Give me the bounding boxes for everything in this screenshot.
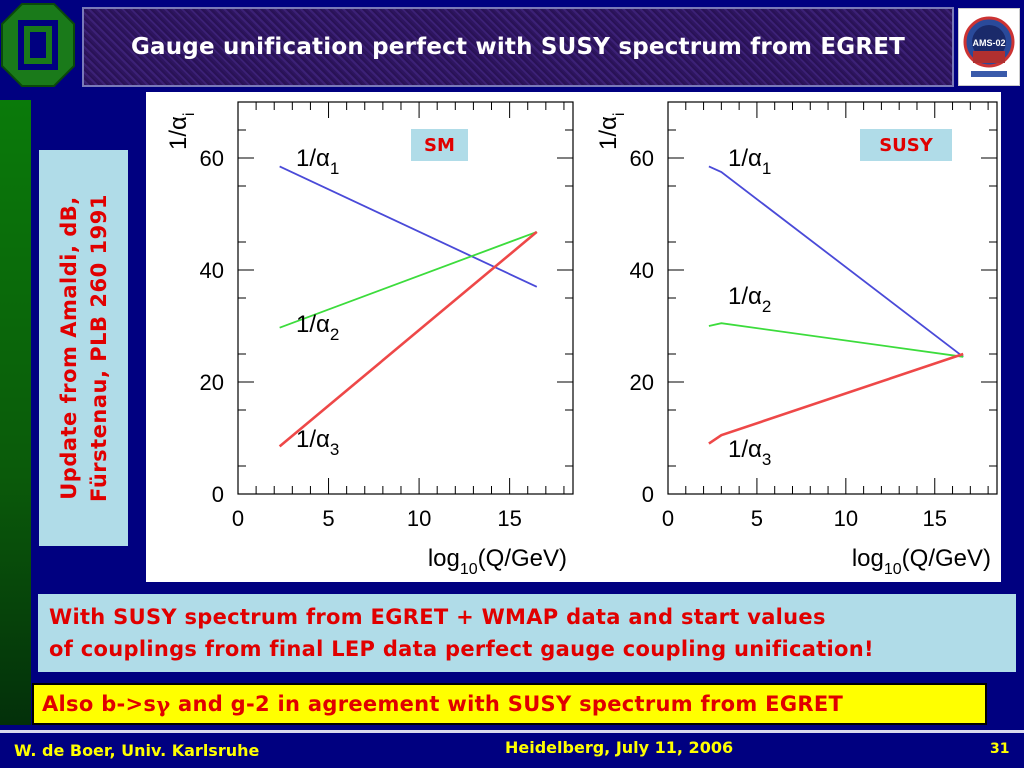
chart2-xtick-label: 10 (834, 506, 858, 531)
chart2-xaxis-title: log10(Q/GeV) (852, 545, 991, 578)
footer-author: W. de Boer, Univ. Karlsruhe (14, 741, 260, 760)
reference-box: Update from Amaldi, dB, Fürstenau, PLB 2… (39, 150, 128, 546)
footer-rule (0, 730, 1024, 733)
chart1-series-line-alpha3 (278, 230, 538, 448)
note-box: Also b->s γ and g-2 in agreement with SUS… (32, 683, 987, 725)
reference-text: Update from Amaldi, dB, Fürstenau, PLB 2… (54, 194, 114, 502)
chart1-xtick-label: 15 (497, 506, 521, 531)
chart2-xtick-label: 5 (751, 506, 763, 531)
chart2-series-line-alpha2 (708, 322, 964, 358)
chart1-ytick-label: 60 (200, 146, 224, 171)
reference-line-1: Update from Amaldi, dB, (56, 196, 81, 500)
note-prefix: Also b->s (42, 692, 157, 716)
chart1-series-label-alpha3: 1/α3 (296, 426, 339, 459)
chart1-xtick-label: 5 (322, 506, 334, 531)
chart1-xaxis-title: log10(Q/GeV) (428, 545, 567, 578)
chart2-series-label-alpha1: 1/α1 (728, 145, 771, 178)
susy-tag: SUSY (860, 129, 952, 161)
chart2-yaxis-title: 1/αi (595, 113, 628, 150)
info-line-2: of couplings from final LEP data perfect… (49, 637, 874, 661)
chart1-xtick-label: 10 (407, 506, 431, 531)
chart2-ytick-label: 0 (642, 482, 654, 507)
info-line-1: With SUSY spectrum from EGRET + WMAP dat… (49, 605, 826, 629)
reference-line-2: Fürstenau, PLB 260 1991 (86, 194, 111, 502)
side-bar (0, 100, 31, 725)
chart2-series-label-alpha2: 1/α2 (728, 283, 771, 316)
chart1-series-label-alpha1: 1/α1 (296, 145, 339, 178)
sm-tag: SM (411, 129, 468, 161)
chart1-series-line-alpha2 (279, 231, 538, 329)
coupling-plots: 0 20 40 60 0 5 10 15 log10(Q/GeV) 1/αi 1/α1 1/α2 1/α… (165, 101, 998, 578)
chart1-series-label-alpha2: 1/α2 (296, 311, 339, 344)
chart1-yaxis-title: 1/αi (165, 113, 198, 150)
slide-title: Gauge unification perfect with SUSY spec… (130, 34, 906, 60)
chart2-ytick-label: 60 (630, 146, 654, 171)
chart2-series-line-alpha1 (708, 165, 964, 358)
note-suffix: and g-2 in agreement with SUSY spectrum … (170, 692, 844, 716)
info-box: With SUSY spectrum from EGRET + WMAP dat… (38, 594, 1016, 672)
note-greek: γ (156, 691, 171, 717)
chart2-xtick-label: 0 (662, 506, 674, 531)
footer-event: Heidelberg, July 11, 2006 (505, 738, 734, 757)
chart1-ytick-label: 20 (200, 370, 224, 395)
chart2-ytick-label: 40 (630, 258, 654, 283)
chart2-series-label-alpha3: 1/α3 (728, 436, 771, 469)
ams-logo-text: AMS-02 (972, 38, 1005, 48)
chart1-frame (237, 101, 574, 495)
title-banner: Gauge unification perfect with SUSY spec… (82, 7, 954, 87)
chart1-ytick-label: 40 (200, 258, 224, 283)
ams-02-logo: AMS-02 (958, 8, 1020, 86)
chart2-xtick-label: 15 (923, 506, 947, 531)
plot-panel: 0 20 40 60 0 5 10 15 log10(Q/GeV) 1/αi 1/α1 1/α2 1/α… (146, 92, 1001, 582)
chart2-ytick-label: 20 (630, 370, 654, 395)
chart1-ytick-label: 0 (212, 482, 224, 507)
chart2-series-line-alpha3 (708, 352, 964, 445)
page-number: 31 (990, 741, 1010, 757)
chart1-xtick-label: 0 (232, 506, 244, 531)
chart1-series-line-alpha1 (279, 165, 538, 288)
university-logo (0, 0, 76, 90)
